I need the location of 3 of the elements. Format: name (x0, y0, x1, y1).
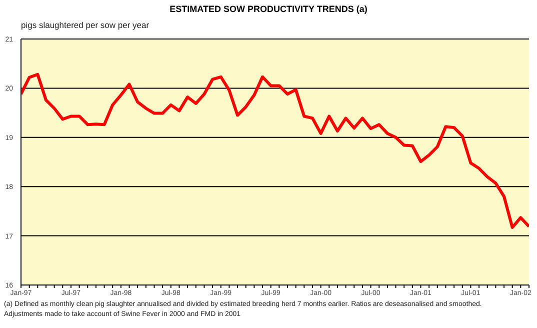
y-axis-title: pigs slaughtered per sow per year (21, 20, 150, 30)
line-series (21, 72, 529, 229)
chart-title: ESTIMATED SOW PRODUCTIVITY TRENDS (a) (168, 4, 368, 14)
